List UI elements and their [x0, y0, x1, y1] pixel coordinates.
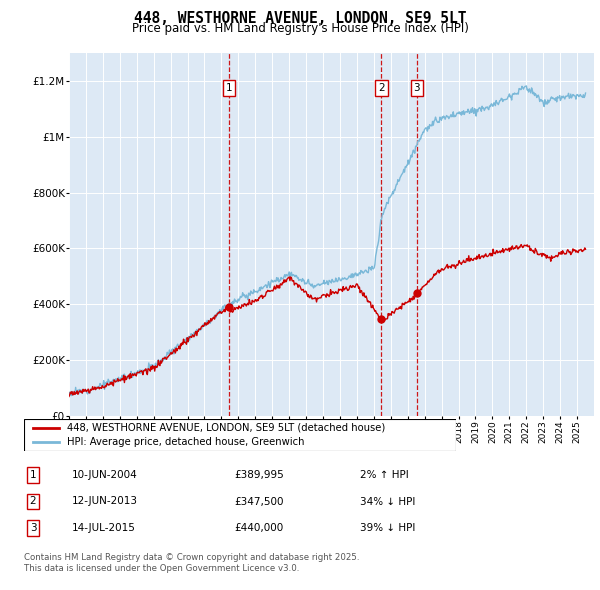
Text: £389,995: £389,995	[234, 470, 284, 480]
Text: 34% ↓ HPI: 34% ↓ HPI	[360, 497, 415, 506]
Text: 3: 3	[29, 523, 37, 533]
Text: 1: 1	[226, 83, 232, 93]
Text: £440,000: £440,000	[234, 523, 283, 533]
Text: Contains HM Land Registry data © Crown copyright and database right 2025.
This d: Contains HM Land Registry data © Crown c…	[24, 553, 359, 573]
Text: 1: 1	[29, 470, 37, 480]
Text: 2: 2	[29, 497, 37, 506]
Text: 12-JUN-2013: 12-JUN-2013	[72, 497, 138, 506]
Text: 448, WESTHORNE AVENUE, LONDON, SE9 5LT: 448, WESTHORNE AVENUE, LONDON, SE9 5LT	[134, 11, 466, 25]
FancyBboxPatch shape	[24, 419, 456, 451]
Text: 10-JUN-2004: 10-JUN-2004	[72, 470, 138, 480]
Text: Price paid vs. HM Land Registry's House Price Index (HPI): Price paid vs. HM Land Registry's House …	[131, 22, 469, 35]
Text: 2: 2	[378, 83, 385, 93]
Text: 39% ↓ HPI: 39% ↓ HPI	[360, 523, 415, 533]
Text: £347,500: £347,500	[234, 497, 284, 506]
Text: 2% ↑ HPI: 2% ↑ HPI	[360, 470, 409, 480]
Text: 14-JUL-2015: 14-JUL-2015	[72, 523, 136, 533]
Text: 448, WESTHORNE AVENUE, LONDON, SE9 5LT (detached house): 448, WESTHORNE AVENUE, LONDON, SE9 5LT (…	[67, 423, 385, 433]
Text: HPI: Average price, detached house, Greenwich: HPI: Average price, detached house, Gree…	[67, 437, 305, 447]
Text: 3: 3	[413, 83, 420, 93]
